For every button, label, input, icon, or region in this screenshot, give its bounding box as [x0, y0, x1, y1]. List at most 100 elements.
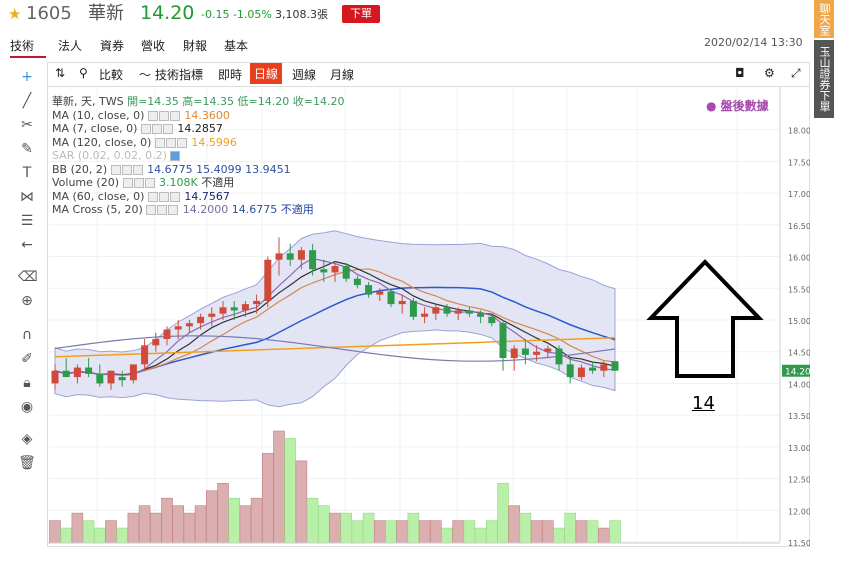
indicators-button[interactable]: 技術指標	[155, 68, 204, 82]
brush-icon[interactable]: ✎	[21, 141, 33, 157]
gear-icon[interactable]: ⚙	[764, 66, 775, 80]
compare-button[interactable]: 比較	[99, 68, 124, 82]
chart-frame	[47, 62, 810, 547]
fib-tool-icon[interactable]: ✂	[21, 117, 33, 133]
volume-bar	[609, 520, 621, 544]
chart-type-icon[interactable]: ⇅	[55, 66, 66, 80]
legend-ma10-label: MA (10, close, 0)	[52, 108, 145, 122]
legend-ma7-value: 14.2857	[177, 122, 223, 135]
volume-bar	[295, 460, 308, 544]
legend-macross-v1: 14.2000	[182, 203, 229, 216]
trash-icon[interactable]: 🗑︎	[18, 455, 36, 471]
bb-band	[54, 230, 616, 408]
candle	[320, 269, 328, 273]
order-button[interactable]: 下單	[342, 5, 380, 23]
quote-datetime: 2020/02/14 13:30	[704, 36, 803, 49]
candle	[331, 266, 339, 273]
legend-bb-v2: 15.4099	[196, 162, 242, 176]
volume-bar	[429, 520, 442, 544]
volume-bar	[284, 438, 296, 544]
volume-bar	[385, 520, 397, 544]
legend-bb-label: BB (20, 2)	[52, 162, 108, 176]
weekly-button[interactable]: 週線	[292, 68, 317, 82]
volume-bar	[497, 482, 509, 544]
volume-bar	[161, 497, 173, 544]
text-tool-icon[interactable]: T	[22, 165, 32, 181]
candle	[477, 313, 485, 317]
stock-price: 14.20	[140, 2, 195, 24]
star-icon[interactable]: ★	[8, 5, 22, 23]
price-change: -0.15 -1.05%	[201, 8, 272, 21]
candle	[286, 253, 294, 260]
y-tick: 13.00	[788, 444, 810, 453]
ruler-icon[interactable]: ⌫	[18, 269, 38, 285]
eye-icon[interactable]: ◉	[20, 399, 34, 415]
realtime-button[interactable]: 即時	[218, 68, 243, 82]
ma-lines	[54, 257, 616, 376]
crosshair-icon[interactable]: +	[21, 69, 33, 85]
tab-technical[interactable]: 技術	[10, 39, 35, 53]
legend-open: 開=14.35	[127, 95, 179, 108]
volume-bar	[340, 512, 353, 544]
price-chart[interactable]: 18.00 17.50 17.00 16.50 16.00 15.50 15.00 14.50…	[47, 87, 810, 547]
y-tick: 14.00	[788, 380, 810, 389]
volume-bar	[150, 512, 162, 544]
volume-bar	[553, 527, 565, 544]
volume-bar	[262, 453, 274, 544]
legend-macross: MA Cross (5, 20) 14.2000 14.6775 不適用	[52, 203, 344, 217]
compare-icon[interactable]: ⚲	[79, 66, 88, 80]
legend-close: 收=14.20	[292, 95, 345, 108]
broker-order-button[interactable]: 玉山證券下單	[814, 40, 834, 118]
legend-sar: SAR (0.02, 0.02, 0.2)	[52, 149, 344, 163]
fullscreen-icon[interactable]: ⤢	[791, 66, 801, 80]
measure-tool-icon[interactable]: ☰	[20, 213, 34, 229]
tab-financials[interactable]: 財報	[183, 39, 208, 53]
volume-bar	[329, 512, 341, 544]
tab-institutional[interactable]: 法人	[58, 39, 83, 53]
y-tick: 15.50	[788, 285, 810, 294]
candle	[253, 300, 261, 305]
daily-button[interactable]: 日線	[250, 63, 283, 84]
pencil-lock-icon[interactable]: ✐	[21, 351, 33, 367]
volume-bar	[71, 512, 84, 544]
legend-ma60-value: 14.7567	[184, 189, 230, 203]
back-arrow-icon[interactable]: ←	[21, 237, 33, 253]
date-axis: 十二月916232020916二月1017三月11:27:07 (UTC+8)對…	[47, 542, 780, 544]
legend-volume-v1: 3.108K	[159, 176, 198, 189]
volume-bar	[597, 527, 610, 544]
camera-icon[interactable]: ◘	[735, 66, 745, 80]
volume-bar	[250, 497, 263, 544]
candle	[219, 307, 227, 314]
after-hours-label: ● 盤後數據	[706, 99, 769, 113]
magnet-icon[interactable]: ∩	[21, 327, 33, 343]
candle	[96, 373, 104, 384]
candle	[376, 291, 384, 295]
pattern-tool-icon[interactable]: ⋈	[20, 189, 34, 205]
legend-ma120-label: MA (120, close, 0)	[52, 135, 152, 149]
monthly-button[interactable]: 月線	[330, 68, 355, 82]
tab-revenue[interactable]: 營收	[141, 39, 166, 53]
volume-bar	[317, 505, 330, 544]
legend-symbol: 華新, 天, TWS	[52, 95, 124, 108]
volume-bar	[138, 505, 151, 544]
y-tick: 14.50	[788, 349, 810, 358]
volume-bar	[127, 512, 140, 544]
up-arrow-annotation	[646, 259, 764, 378]
candle	[163, 329, 171, 340]
candle	[62, 370, 70, 378]
tab-margin[interactable]: 資券	[100, 39, 125, 53]
legend-sar-label: SAR (0.02, 0.02, 0.2)	[52, 149, 167, 162]
indicator-icon[interactable]: 〜	[139, 68, 152, 82]
layers-icon[interactable]: ◈	[21, 431, 33, 447]
lock-icon[interactable]: 🔒︎	[23, 375, 31, 391]
candle	[510, 348, 518, 359]
volume-bar	[172, 505, 184, 544]
volume-bar	[463, 520, 476, 544]
volume-bar	[441, 527, 453, 544]
line-tool-icon[interactable]: ╱	[22, 93, 32, 109]
candle	[297, 250, 305, 260]
zoom-icon[interactable]: ⊕	[21, 293, 33, 309]
tab-basic[interactable]: 基本	[224, 39, 249, 53]
candle	[600, 364, 608, 371]
chatroom-button[interactable]: 聊天室	[814, 0, 834, 38]
